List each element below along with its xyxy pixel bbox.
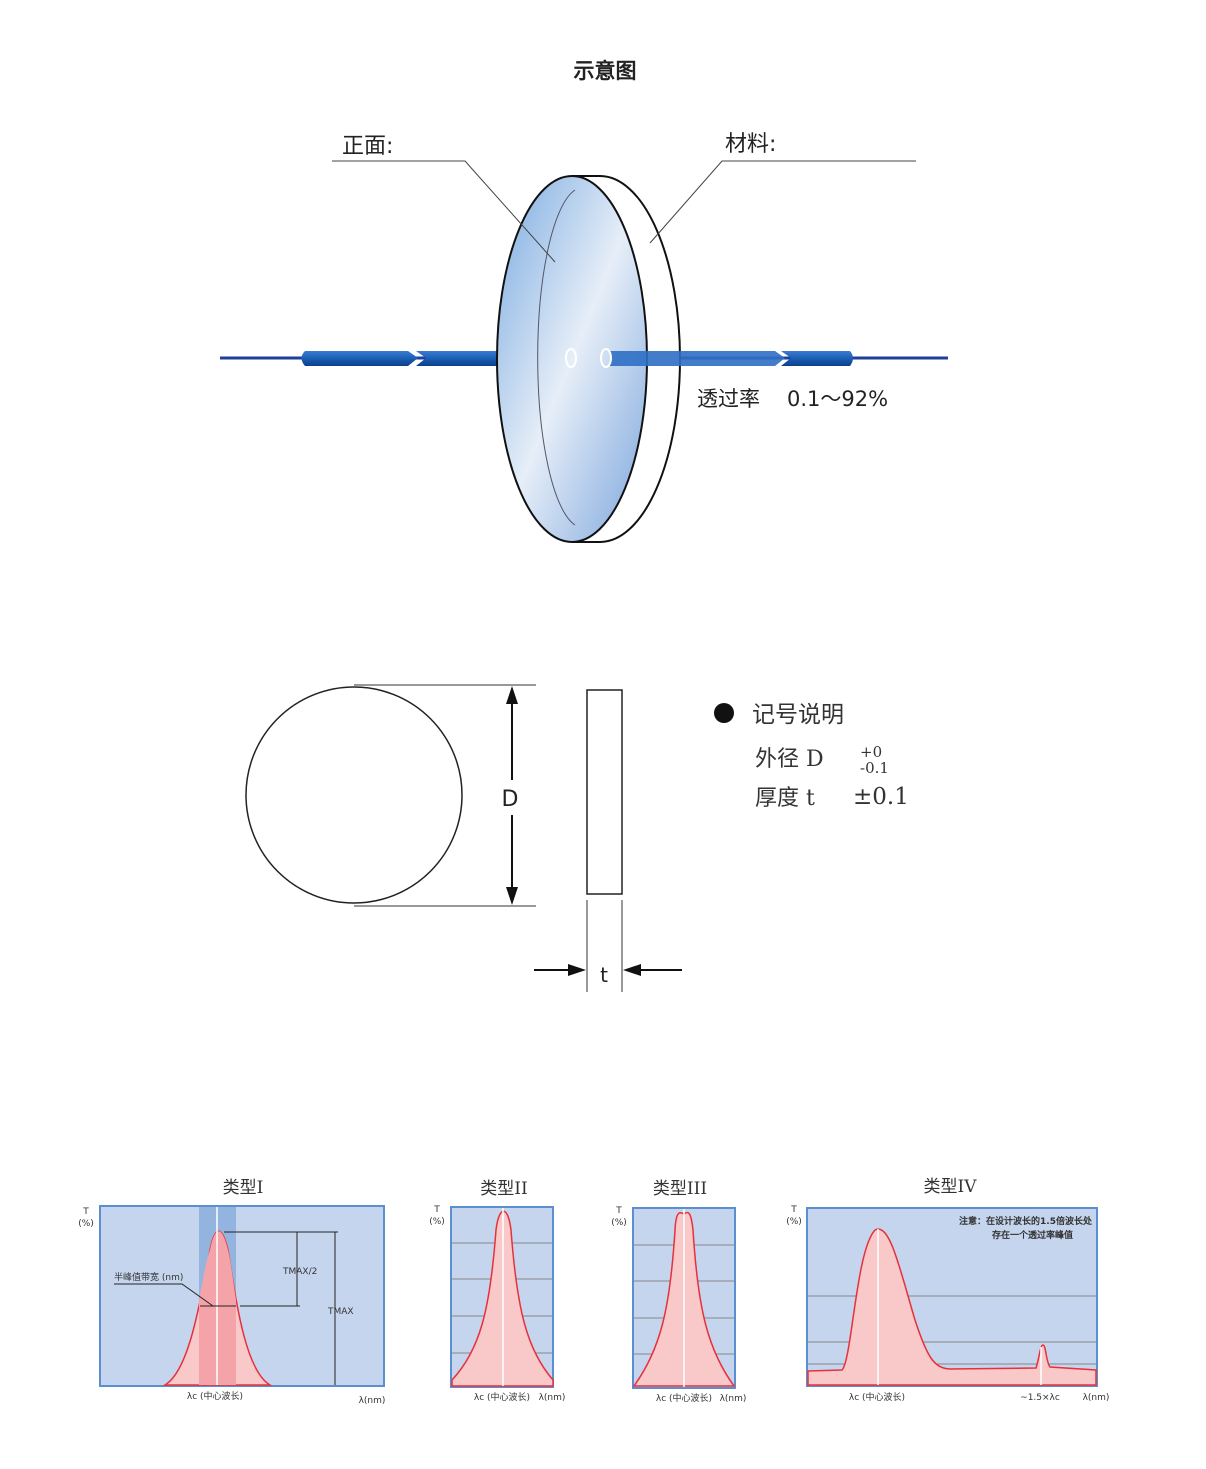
beam-exit-ring [600, 348, 612, 368]
side-view-rect [586, 689, 623, 895]
thickness-tol: ±0.1 [853, 784, 909, 810]
y-unit: (%) [78, 1219, 94, 1229]
x-center-label: λc (中心波长) [849, 1391, 905, 1403]
tmax-label: TMAX [327, 1307, 354, 1317]
material-label: 材料: [725, 132, 776, 157]
lens-diagram: 正面: 材料: 透过率 0.1～92% [220, 132, 948, 543]
dimension-diagram: D t 记号说明 外径 D +0 -0.1 厚度 t ±0.1 [245, 684, 909, 992]
beam-arrow-4 [781, 351, 853, 366]
chart-type-1: 类型I T (%) 半峰值带宽 (nm) TMAX/2 TMAX λc (中心波… [78, 1178, 385, 1406]
chart-title: 类型I [223, 1178, 264, 1198]
y-unit: (%) [786, 1217, 802, 1227]
y-label: T [82, 1207, 89, 1217]
beam-entry-ring [565, 348, 577, 368]
transmittance-value: 0.1～92% [787, 387, 888, 411]
x-unit: λ(nm) [1083, 1393, 1110, 1403]
page-title: 示意图 [574, 59, 637, 83]
fwhm-leader [114, 1283, 214, 1307]
front-view-circle [245, 686, 463, 904]
chart-type-4: 类型IV T (%) 注意：在设计波长的1.5倍波长处 存在一个透过率峰值 λc… [786, 1177, 1109, 1403]
chart-type-3: 类型III T (%) λc (中心波长) λ(nm) [611, 1179, 746, 1404]
y-label: T [433, 1205, 440, 1215]
transmittance-label: 透过率 [697, 387, 760, 411]
x-unit: λ(nm) [359, 1396, 386, 1406]
chart-title: 类型III [653, 1179, 707, 1199]
t-label: t [600, 963, 608, 987]
x-unit: λ(nm) [720, 1394, 747, 1404]
x-center-label: λc (中心波长) [656, 1392, 712, 1404]
outer-diameter-label: 外径 D [755, 747, 824, 772]
legend-bullet [714, 703, 734, 723]
arrowhead-left [623, 964, 641, 976]
lens-inner-arc [537, 189, 576, 526]
outer-diameter-tol-minus: -0.1 [860, 759, 889, 777]
arrowhead-down [506, 887, 518, 905]
arrowhead-up [506, 686, 518, 704]
note-line-2: 存在一个透过率峰值 [992, 1229, 1073, 1241]
d-label: D [502, 787, 519, 812]
outer-diameter-tol-plus: +0 [860, 743, 882, 761]
thickness-label: 厚度 t [755, 786, 815, 811]
beam-arrow-3 [610, 351, 785, 366]
beam-arrow-1 [301, 351, 418, 366]
y-unit: (%) [611, 1218, 627, 1228]
chart-title: 类型II [480, 1179, 527, 1199]
x-unit: λ(nm) [539, 1393, 566, 1403]
x-center-label: λc (中心波长) [187, 1390, 243, 1402]
front-leader-line [332, 160, 556, 263]
tmax-half-label: TMAX/2 [282, 1267, 317, 1277]
chart-type-2: 类型II T (%) λc (中心波长) λ(nm) [429, 1179, 565, 1403]
legend-title: 记号说明 [752, 702, 844, 728]
y-label: T [790, 1205, 797, 1215]
note-line-1: 注意：在设计波长的1.5倍波长处 [959, 1215, 1093, 1227]
chart-title: 类型IV [924, 1177, 978, 1197]
y-unit: (%) [429, 1217, 445, 1227]
y-label: T [615, 1206, 622, 1216]
material-leader-line [649, 160, 916, 244]
x-secondary-label: ~1.5×λc [1020, 1393, 1060, 1403]
front-label: 正面: [342, 134, 393, 159]
transmission-curve [807, 1228, 1097, 1386]
arrowhead-right [568, 964, 586, 976]
fwhm-label: 半峰值带宽 (nm) [114, 1271, 183, 1283]
x-center-label: λc (中心波长) [474, 1391, 530, 1403]
